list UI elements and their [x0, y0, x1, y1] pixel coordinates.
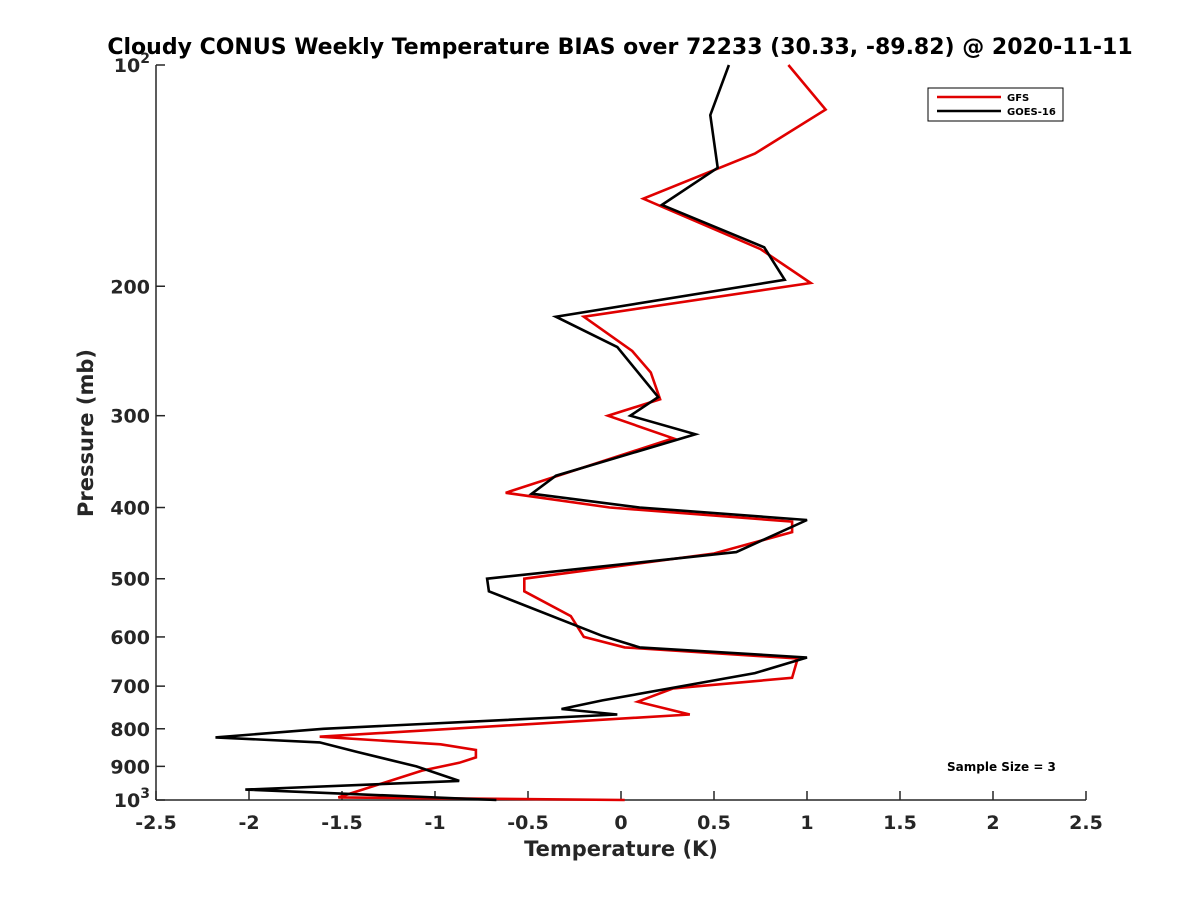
series-line-gfs: [319, 64, 828, 802]
x-tick-label: -1.5: [321, 812, 363, 834]
legend-box: [927, 87, 1064, 122]
x-tick-label: -0.5: [507, 812, 549, 834]
y-tick-label: 102: [114, 51, 150, 77]
x-tick-label: 1: [800, 812, 813, 834]
x-tick-label: -2: [238, 812, 259, 834]
y-axis-label: Pressure (mb): [74, 349, 98, 517]
y-ticks: 102 200 300 400 500 600 700 800 900 103: [110, 51, 165, 812]
y-tick-label: 600: [110, 627, 150, 649]
x-tick-label: -1: [424, 812, 445, 834]
legend-label-goes16: GOES-16: [1007, 107, 1056, 118]
y-tick-label: 700: [110, 676, 150, 698]
x-ticks: -2.5 -2 -1.5 -1 -0.5 0 0.5 1 1.5 2 2.5: [135, 791, 1103, 834]
legend: GFS GOES-16: [927, 87, 1064, 122]
y-tick-label: 800: [110, 719, 150, 741]
x-tick-label: 2: [986, 812, 999, 834]
x-tick-label: 0: [614, 812, 627, 834]
legend-label-gfs: GFS: [1007, 93, 1029, 104]
y-tick-label: 400: [110, 498, 150, 520]
x-tick-label: -2.5: [135, 812, 177, 834]
series-line-goes-16: [215, 64, 808, 802]
y-tick-label: 500: [110, 569, 150, 591]
series-lines: [215, 64, 828, 802]
x-tick-label: 0.5: [697, 812, 731, 834]
y-tick-label: 900: [110, 756, 150, 778]
sample-size-annotation: Sample Size = 3: [947, 760, 1056, 774]
y-tick-label: 200: [110, 276, 150, 298]
y-tick-label: 300: [110, 406, 150, 428]
chart-title: Cloudy CONUS Weekly Temperature BIAS ove…: [107, 35, 1132, 60]
x-tick-label: 1.5: [883, 812, 917, 834]
x-tick-label: 2.5: [1069, 812, 1103, 834]
x-axis-label: Temperature (K): [524, 837, 718, 861]
y-tick-label: 103: [114, 786, 150, 812]
